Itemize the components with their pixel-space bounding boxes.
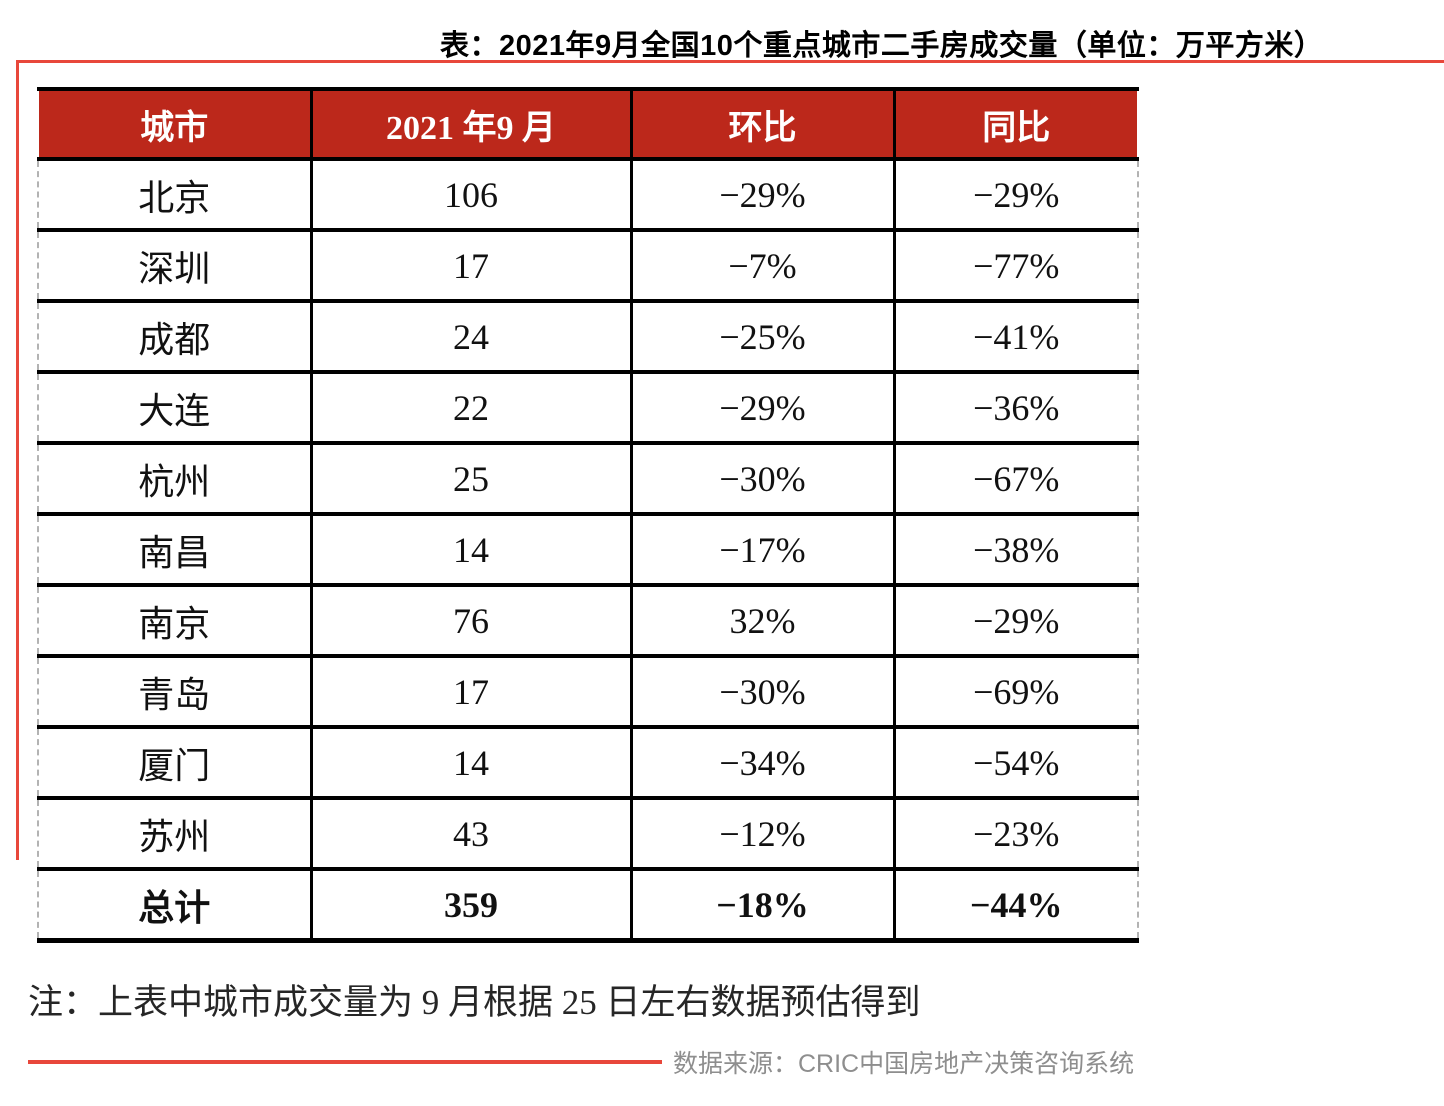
- cell-yoy: −44%: [892, 869, 1138, 943]
- footnote: 注：上表中城市成交量为 9 月根据 25 日左右数据预估得到: [28, 983, 921, 1022]
- cell-volume: 14: [309, 514, 631, 587]
- cell-city: 青岛: [38, 656, 311, 729]
- table-row: 南京 76 32% −29%: [38, 585, 1138, 658]
- cell-city: 北京: [38, 159, 311, 232]
- cell-yoy: −23%: [892, 798, 1138, 871]
- column-header-volume: 2021 年9 月: [309, 87, 631, 161]
- cell-city: 成都: [38, 301, 311, 374]
- cell-mom: −18%: [629, 869, 894, 943]
- column-header-mom: 环比: [629, 87, 894, 161]
- table-row: 深圳 17 −7% −77%: [38, 230, 1138, 303]
- cell-mom: −34%: [629, 727, 894, 800]
- cell-volume: 76: [309, 585, 631, 658]
- cell-mom: −17%: [629, 514, 894, 587]
- data-source: 数据来源：CRIC中国房地产决策咨询系统: [673, 1050, 1135, 1078]
- cell-mom: −12%: [629, 798, 894, 871]
- table-row: 青岛 17 −30% −69%: [38, 656, 1138, 729]
- cell-yoy: −29%: [892, 159, 1138, 232]
- cell-city: 深圳: [38, 230, 311, 303]
- cell-city: 大连: [38, 372, 311, 445]
- cell-volume: 25: [309, 443, 631, 516]
- table-row: 苏州 43 −12% −23%: [38, 798, 1138, 871]
- cell-mom: −29%: [629, 372, 894, 445]
- table-header: 城市 2021 年9 月 环比 同比: [37, 87, 1139, 161]
- cell-city: 总计: [38, 869, 311, 943]
- cell-yoy: −77%: [892, 230, 1138, 303]
- cell-mom: −25%: [629, 301, 894, 374]
- table-row: 厦门 14 −34% −54%: [38, 727, 1138, 800]
- cell-city: 南京: [38, 585, 311, 658]
- cell-city: 杭州: [38, 443, 311, 516]
- cell-city: 厦门: [38, 727, 311, 800]
- cell-mom: −30%: [629, 443, 894, 516]
- source-accent-line: [28, 1060, 662, 1064]
- cell-mom: −7%: [629, 230, 894, 303]
- cell-yoy: −38%: [892, 514, 1138, 587]
- table-row: 杭州 25 −30% −67%: [38, 443, 1138, 516]
- cell-volume: 359: [309, 869, 631, 943]
- table-row: 大连 22 −29% −36%: [38, 372, 1138, 445]
- header-row: 城市 2021 年9 月 环比 同比: [37, 87, 1139, 161]
- cell-volume: 24: [309, 301, 631, 374]
- cell-city: 苏州: [38, 798, 311, 871]
- cell-yoy: −36%: [892, 372, 1138, 445]
- top-accent-line: [16, 60, 1444, 63]
- cell-city: 南昌: [38, 514, 311, 587]
- cell-yoy: −67%: [892, 443, 1138, 516]
- left-accent-line: [16, 60, 19, 860]
- cell-volume: 17: [309, 656, 631, 729]
- cell-yoy: −41%: [892, 301, 1138, 374]
- cell-volume: 17: [309, 230, 631, 303]
- cell-yoy: −54%: [892, 727, 1138, 800]
- cell-volume: 106: [309, 159, 631, 232]
- city-volume-table: 城市 2021 年9 月 环比 同比 北京 106 −29% −29% 深圳 17 −7% −…: [37, 87, 1139, 943]
- cell-volume: 43: [309, 798, 631, 871]
- table-row: 成都 24 −25% −41%: [38, 301, 1138, 374]
- column-header-city: 城市: [37, 87, 311, 161]
- cell-mom: −29%: [629, 159, 894, 232]
- cell-yoy: −69%: [892, 656, 1138, 729]
- cell-volume: 14: [309, 727, 631, 800]
- cell-volume: 22: [309, 372, 631, 445]
- cell-mom: −30%: [629, 656, 894, 729]
- table-row: 北京 106 −29% −29%: [38, 159, 1138, 232]
- column-header-yoy: 同比: [892, 87, 1139, 161]
- table-row: 南昌 14 −17% −38%: [38, 514, 1138, 587]
- table-title: 表：2021年9月全国10个重点城市二手房成交量（单位：万平方米）: [440, 30, 1324, 62]
- table-body: 北京 106 −29% −29% 深圳 17 −7% −77% 成都 24 −25% −41% 大连 22…: [38, 159, 1138, 943]
- cell-mom: 32%: [629, 585, 894, 658]
- table-row: 总计 359 −18% −44%: [38, 869, 1138, 943]
- cell-yoy: −29%: [892, 585, 1138, 658]
